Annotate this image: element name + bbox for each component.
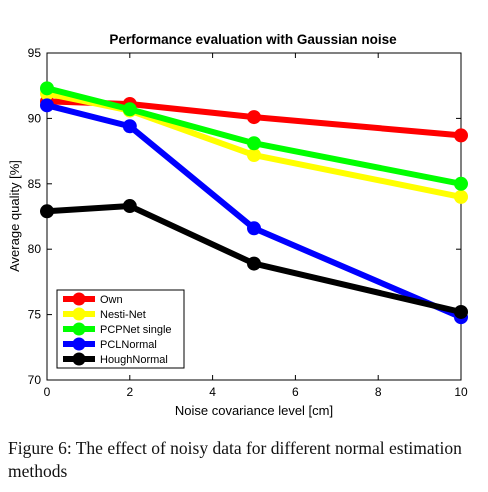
data-point: [247, 256, 261, 271]
y-tick-label: 90: [28, 111, 42, 125]
legend-label: PCPNet single: [100, 324, 172, 336]
data-point: [247, 110, 261, 125]
legend-item: HoughNormal: [63, 352, 168, 366]
y-axis-label: Average quality [%]: [7, 160, 22, 272]
legend-swatch-marker: [72, 307, 86, 321]
series-pcpnet-single: [40, 81, 468, 191]
x-tick-label: 10: [454, 385, 468, 399]
y-tick-label: 80: [28, 242, 42, 256]
data-point: [247, 136, 261, 151]
data-point: [247, 221, 261, 236]
axis-ticks: 0 2 4 6 8 10 70 75 80 85 90 95: [28, 46, 468, 399]
data-point: [122, 199, 137, 214]
y-tick-label: 85: [28, 177, 42, 191]
series-line: [46, 90, 462, 200]
legend-label: Nesti-Net: [100, 309, 146, 321]
x-axis-label: Noise covariance level [cm]: [175, 403, 333, 418]
legend-swatch-marker: [72, 337, 86, 351]
data-point: [122, 102, 137, 117]
series-line: [46, 203, 462, 315]
data-point: [454, 304, 468, 319]
legend-swatch-marker: [72, 322, 86, 336]
x-tick-label: 2: [126, 385, 133, 399]
legend-swatch-marker: [72, 292, 86, 306]
legend-label: PCLNormal: [100, 339, 157, 351]
legend-swatch-marker: [72, 352, 86, 366]
figure-caption: Figure 6: The effect of noisy data for d…: [8, 438, 462, 481]
legend-item: PCPNet single: [63, 322, 172, 336]
legend: Own Nesti-Net PCPNet single PCLNormal HoughN…: [56, 289, 185, 369]
series-line: [46, 102, 463, 320]
x-tick-label: 8: [375, 385, 382, 399]
series-layer: [40, 81, 468, 325]
data-point: [40, 98, 54, 113]
series-line: [46, 85, 462, 187]
data-point: [40, 81, 54, 96]
legend-label: Own: [100, 294, 123, 306]
data-point: [122, 119, 137, 134]
series-houghnormal: [40, 199, 468, 319]
legend-item: PCLNormal: [63, 337, 157, 351]
legend-item: Nesti-Net: [63, 307, 146, 321]
legend-item: Own: [63, 292, 123, 306]
data-point: [454, 176, 468, 191]
y-tick-label: 70: [28, 373, 42, 387]
chart-title: Performance evaluation with Gaussian noi…: [109, 32, 397, 47]
series-pclnormal: [40, 98, 468, 325]
data-point: [454, 128, 468, 143]
x-tick-label: 4: [209, 385, 216, 399]
data-point: [40, 204, 54, 219]
data-point: [454, 189, 468, 204]
y-tick-label: 95: [28, 46, 42, 60]
y-tick-label: 75: [28, 308, 42, 322]
data-point: [247, 148, 261, 163]
x-tick-label: 6: [292, 385, 299, 399]
legend-label: HoughNormal: [100, 354, 168, 366]
x-tick-label: 0: [44, 385, 51, 399]
line-chart: Performance evaluation with Gaussian noi…: [7, 32, 468, 418]
